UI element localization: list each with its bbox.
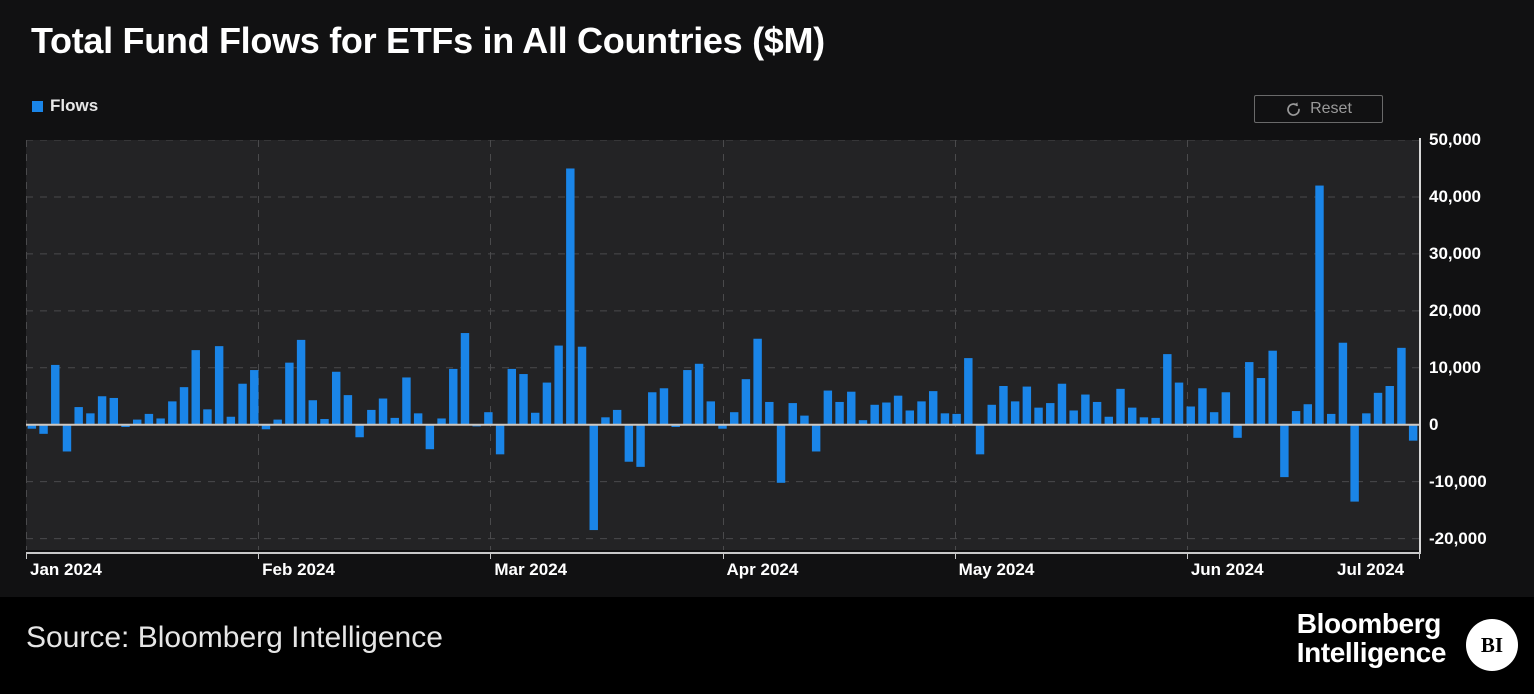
y-axis-label: 50,000 [1429,130,1481,149]
brand-line-2: Intelligence [1296,636,1447,668]
chart-legend: Flows [32,96,98,116]
x-axis-label: May 2024 [958,560,1035,579]
y-axis-label: 30,000 [1429,243,1481,263]
x-axis-tick [26,552,27,559]
bi-logo-icon: BI [1466,619,1518,671]
y-axis-label: -10,000 [1429,471,1487,491]
x-axis-label: Feb 2024 [262,560,335,579]
x-axis-label: Apr 2024 [726,560,799,579]
chart-panel: Total Fund Flows for ETFs in All Countri… [0,0,1534,597]
reset-button-label: Reset [1310,100,1352,117]
plot-area[interactable] [26,140,1419,550]
legend-label-flows: Flows [50,96,99,115]
x-axis-tick [723,552,724,559]
bar-chart-svg [26,140,1419,550]
x-axis-tick [1419,552,1420,559]
footer: Source: Bloomberg Intelligence Bloomberg… [0,597,1534,694]
y-axis-label: 20,000 [1429,300,1481,320]
y-axis-label: 10,000 [1429,357,1481,377]
x-axis-tick [1187,552,1188,559]
brand-wordmark: Bloomberg Intelligence [1296,608,1447,668]
x-axis-label: Mar 2024 [494,560,568,579]
x-axis-tick [258,552,259,559]
x-axis-tick [490,552,491,559]
y-axis-label: -20,000 [1429,528,1487,548]
refresh-icon [1285,101,1302,118]
bi-logo-text: BI [1480,632,1504,657]
source-note: Source: Bloomberg Intelligence [26,621,443,654]
legend-swatch-flows [32,100,43,112]
x-axis-label: Jul 2024 [1337,560,1405,579]
page-title: Total Fund Flows for ETFs in All Countri… [31,20,825,61]
x-axis-label: Jun 2024 [1190,560,1264,579]
y-axis: 50,000 40,000 30,000 20,000 10,000 0 -10,000 -2… [1419,130,1487,552]
x-axis-label: Jan 2024 [30,560,102,579]
y-axis-label: 0 [1429,414,1439,434]
y-axis-label: 40,000 [1429,186,1481,206]
reset-button[interactable]: Reset [1254,95,1383,123]
x-axis-tick [955,552,956,559]
brand-line-1: Bloomberg [1296,608,1442,639]
